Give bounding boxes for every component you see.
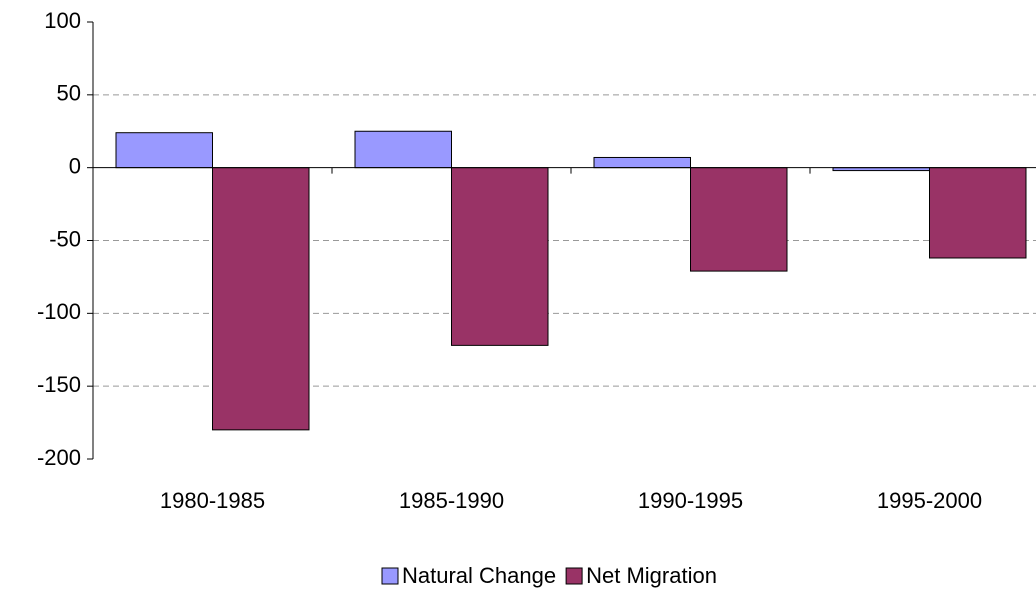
x-tick-label: 1990-1995 (638, 488, 743, 513)
x-tick-label: 1985-1990 (399, 488, 504, 513)
legend-swatch (381, 567, 399, 585)
bar (354, 130, 452, 169)
legend-swatch (565, 567, 583, 585)
x-tick-label: 1995-2000 (877, 488, 982, 513)
y-tick-label: -100 (37, 299, 81, 324)
bar (115, 132, 213, 169)
bar (690, 167, 788, 272)
bar (929, 167, 1027, 259)
y-tick-label: -150 (37, 372, 81, 397)
bar (451, 167, 549, 346)
bar (593, 156, 691, 169)
legend-label: Natural Change (402, 563, 556, 588)
bar (212, 167, 310, 431)
y-tick-label: 0 (69, 153, 81, 178)
y-tick-label: 100 (44, 8, 81, 33)
y-tick-label: 50 (57, 81, 81, 106)
y-tick-label: -200 (37, 445, 81, 470)
legend-label: Net Migration (586, 563, 717, 588)
x-tick-label: 1980-1985 (160, 488, 265, 513)
y-tick-label: -50 (49, 226, 81, 251)
